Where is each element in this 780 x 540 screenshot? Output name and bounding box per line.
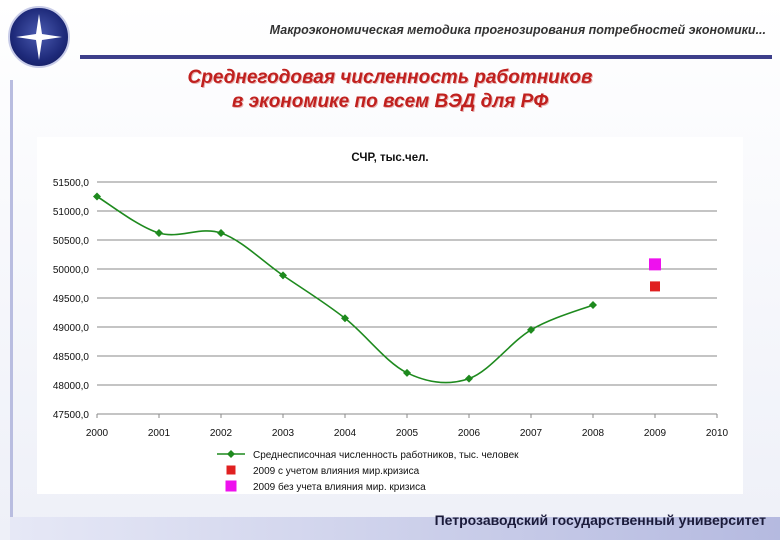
x-tick-label: 2007: [520, 428, 543, 439]
legend-label: 2009 без учета влияния мир. кризиса: [253, 481, 426, 493]
y-tick-label: 48500,0: [53, 352, 90, 363]
data-point-diamond: [93, 192, 101, 201]
data-point-diamond: [341, 314, 349, 323]
star-logo-icon: [16, 14, 62, 60]
x-tick-label: 2008: [582, 428, 605, 439]
data-point-diamond: [155, 229, 163, 238]
legend-swatch-diamond: [227, 450, 235, 458]
series-line: [96, 195, 594, 384]
data-point-diamond: [403, 368, 411, 377]
slide-title-line2: в экономике по всем ВЭД для РФ: [231, 91, 549, 112]
data-point-square: [650, 281, 660, 292]
y-tick-label: 51000,0: [53, 207, 90, 218]
x-tick-label: 2003: [272, 428, 295, 439]
y-tick-label: 50500,0: [53, 236, 90, 247]
legend-label: 2009 с учетом влияния мир.кризиса: [253, 466, 420, 477]
university-logo: [8, 6, 70, 68]
data-point-diamond: [465, 374, 473, 383]
left-decor-rule: [10, 80, 13, 520]
y-tick-label: 47500,0: [53, 410, 90, 421]
y-tick-label: 50000,0: [53, 265, 90, 276]
x-tick-label: 2000: [86, 428, 109, 439]
grid-lines: [97, 181, 717, 415]
footer-university: Петрозаводский государственный университ…: [434, 512, 766, 528]
header-title: Макроэкономическая методика прогнозирова…: [269, 23, 766, 37]
legend-swatch-square: [225, 480, 237, 492]
footer-bar: [10, 517, 780, 540]
data-point-diamond: [217, 229, 225, 238]
legend-swatch-square: [226, 465, 236, 475]
legend-label: Среднесписочная численность работников, …: [253, 449, 519, 461]
y-tick-label: 51500,0: [53, 178, 90, 189]
header-divider: [80, 55, 772, 59]
series-layer: [93, 192, 661, 384]
x-tick-label: 2004: [334, 428, 357, 439]
y-tick-label: 48000,0: [53, 381, 90, 392]
y-tick-label: 49000,0: [53, 323, 90, 334]
slide-title-line1: Среднегодовая численность работников: [187, 67, 593, 88]
data-point-square: [649, 258, 661, 271]
line-chart: СЧР, тыс.чел. 47500,0 48000,0 48500,0 49000…: [53, 152, 729, 493]
data-point-diamond: [279, 271, 287, 280]
chart-title: СЧР, тыс.чел.: [351, 152, 428, 164]
x-tick-label: 2006: [458, 428, 481, 439]
chart-legend: Среднесписочная численность работников, …: [217, 449, 519, 493]
x-tick-label: 2009: [644, 428, 667, 439]
chart-panel: СЧР, тыс.чел. 47500,0 48000,0 48500,0 49000…: [37, 137, 743, 494]
x-tick-label: 2002: [210, 428, 233, 439]
data-point-diamond: [527, 325, 535, 334]
data-point-diamond: [589, 300, 597, 309]
x-tick-label: 2001: [148, 428, 171, 439]
slide-title: Среднегодовая численность работников в э…: [0, 66, 780, 114]
x-tick-label: 2010: [706, 428, 729, 439]
axes: 47500,0 48000,0 48500,0 49000,0 49500,0 50000…: [53, 178, 729, 439]
x-tick-label: 2005: [396, 428, 419, 439]
y-tick-label: 49500,0: [53, 294, 90, 305]
